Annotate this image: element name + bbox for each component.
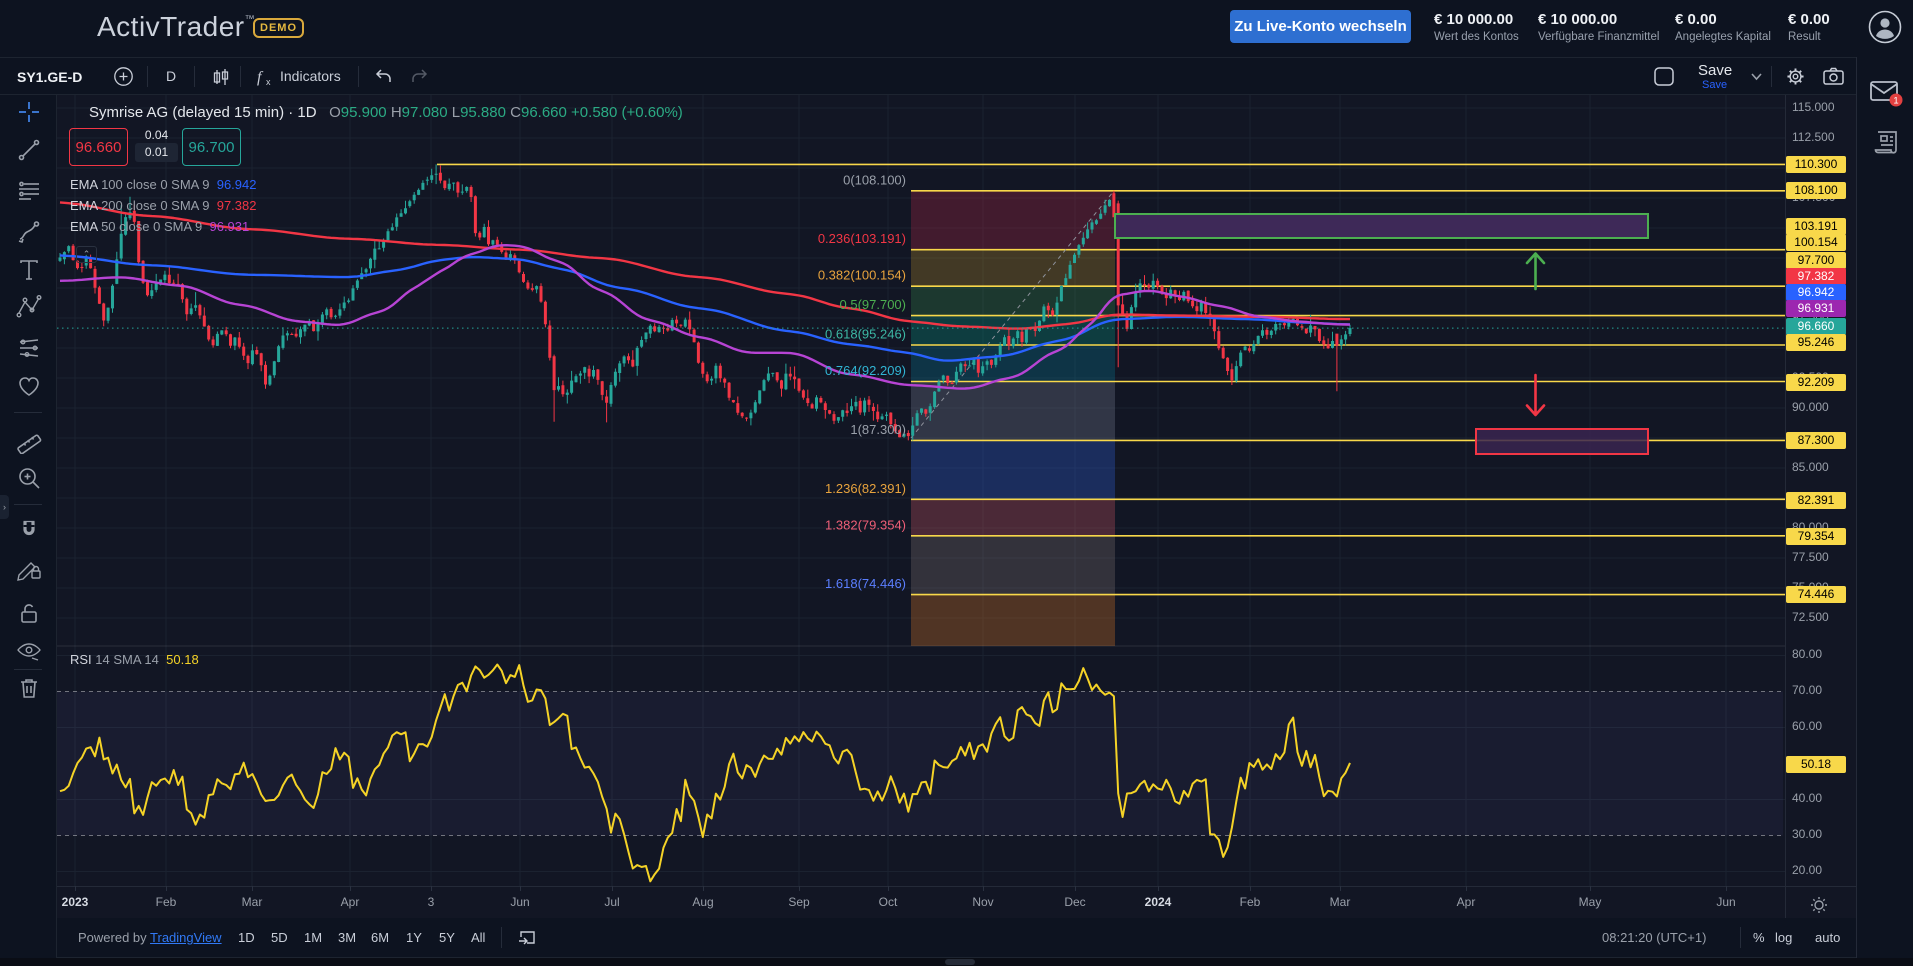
svg-text:1.618(74.446): 1.618(74.446) (825, 576, 906, 591)
svg-text:0.764(92.209): 0.764(92.209) (825, 363, 906, 378)
svg-text:0.236(103.191): 0.236(103.191) (818, 231, 906, 246)
svg-text:1.236(82.391): 1.236(82.391) (825, 481, 906, 496)
svg-text:0.382(100.154): 0.382(100.154) (818, 268, 906, 283)
svg-text:f: f (257, 69, 264, 86)
svg-text:0(108.100): 0(108.100) (843, 172, 906, 187)
svg-text:1(87.300): 1(87.300) (850, 422, 906, 437)
svg-text:x: x (266, 77, 271, 86)
svg-text:1.382(79.354): 1.382(79.354) (825, 517, 906, 532)
svg-text:1: 1 (1893, 96, 1898, 107)
svg-text:0.5(97.700): 0.5(97.700) (840, 297, 907, 312)
svg-text:0.618(95.246): 0.618(95.246) (825, 327, 906, 342)
